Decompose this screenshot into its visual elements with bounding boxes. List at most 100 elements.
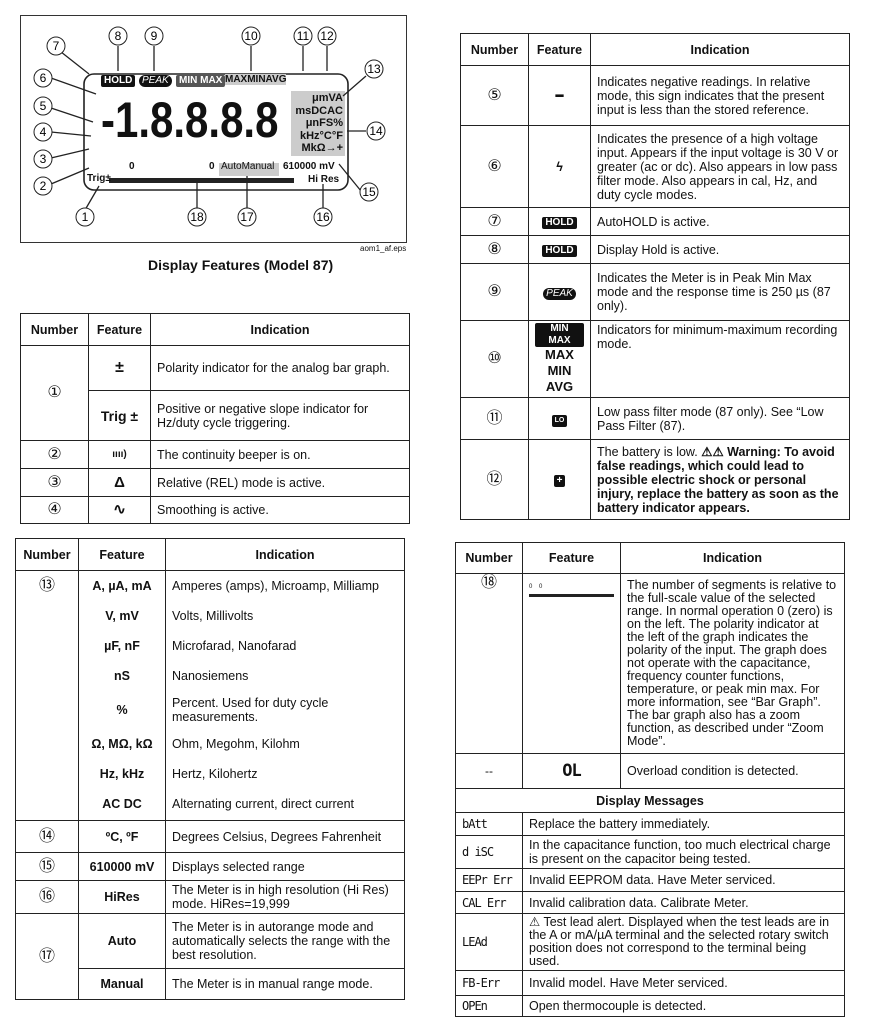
header-feature: Feature (78, 538, 166, 571)
table-row: ⑥ ϟ Indicates the presence of a high volta… (460, 125, 850, 208)
row-feature: % (78, 690, 166, 729)
lcd-hold: HOLD (101, 75, 136, 87)
table-row: µF, nF Microfarad, Nanofarad (16, 630, 405, 661)
table-row: Ω, MΩ, kΩ Ohm, Megohm, Kilohm (16, 728, 405, 759)
hold-icon: HOLD (542, 245, 577, 257)
minmax-icon: MIN MAX (535, 323, 584, 347)
row-indication: The continuity beeper is on. (150, 440, 410, 469)
message-row: EEPr Err Invalid EEPROM data. Have Meter … (455, 868, 845, 892)
table-row: AC DC Alternating current, direct current (16, 788, 405, 821)
row-feature: A, µA, mA (78, 570, 166, 601)
table-row: ⑮ 610000 mV Displays selected range (15, 852, 405, 881)
table-row: ③ Δ Relative (REL) mode is active. (20, 468, 410, 497)
table-row: ⑯ HiRes The Meter is in high resolution (H… (15, 880, 405, 914)
row-indication: Relative (REL) mode is active. (150, 468, 410, 497)
row-indication: The battery is low. (597, 444, 698, 459)
row-indication: Smoothing is active. (150, 496, 410, 524)
row-indication: Percent. Used for duty cycle measurement… (165, 690, 405, 729)
lcd-maxminavg: MAXMINAVG (225, 74, 287, 85)
row-feature: Ω, MΩ, kΩ (78, 728, 166, 759)
message-text: Invalid model. Have Meter serviced. (522, 970, 845, 996)
high-voltage-icon: ϟ (528, 125, 591, 208)
callout-11: 11 (297, 29, 310, 43)
lcd-zero-left: 0 (129, 161, 135, 172)
table-row: ⑩ MIN MAX MAX MIN AVG Indicators for minimum-… (460, 320, 850, 398)
row-feature: 610000 mV (78, 852, 166, 881)
row-number: ① (20, 345, 89, 441)
row-indication: Degrees Celsius, Degrees Fahrenheit (165, 820, 405, 853)
row-indication: Indicators for minimum-maximum recording… (590, 320, 850, 398)
message-code: FB-Err (455, 970, 523, 996)
row-indication: Volts, Millivolts (165, 600, 405, 631)
callout-16: 16 (316, 210, 330, 224)
header-number: Number (15, 538, 79, 571)
row-indication: Ohm, Megohm, Kilohm (165, 728, 405, 759)
row-feature: V, mV (78, 600, 166, 631)
row-feature: AC DC (78, 788, 166, 821)
row-feature: Trig ± (88, 390, 151, 441)
row-number: ⑰ (15, 913, 79, 1000)
message-text: Replace the battery immediately. (522, 812, 845, 836)
row-indication: Polarity indicator for the analog bar gr… (150, 345, 410, 391)
header-number: Number (460, 33, 529, 66)
display-diagram: 1 2 3 4 5 6 7 8 9 10 11 12 13 14 15 16 1… (20, 15, 407, 243)
header-indication: Indication (165, 538, 405, 571)
callout-2: 2 (40, 179, 47, 193)
display-messages-title: Display Messages (455, 788, 845, 813)
delta-icon: Δ (88, 468, 151, 497)
table-row: ② ıııı) The continuity beeper is on. (20, 440, 410, 469)
row-indication: Display Hold is active. (590, 235, 850, 264)
row-indication: Displays selected range (165, 852, 405, 881)
bar-graph-scale: 0 0 (529, 584, 543, 590)
row-feature: HiRes (78, 880, 166, 914)
message-row: CAL Err Invalid calibration data. Calibra… (455, 891, 845, 914)
lcd-units: μmVA msDCAC μnFS% kHz°C°F MkΩ→+ (293, 92, 343, 155)
table-row: V, mV Volts, Millivolts (16, 600, 405, 631)
lcd-minmax: MIN MAX (176, 75, 226, 87)
table-d: Number Feature Indication ⑱ 0 0 The number o… (455, 542, 845, 1017)
low-pass-icon: LO (551, 414, 568, 427)
smoothing-icon: ∿ (88, 496, 151, 524)
row-number: ② (20, 440, 89, 469)
table-c: Number Feature Indication ⑤ ━ Indicates nega… (460, 33, 850, 520)
table-row: ⑰ Auto The Meter is in autorange mode and … (15, 913, 405, 1000)
header-feature: Feature (88, 313, 151, 346)
row-indication: Low pass filter mode (87 only). See “Low… (590, 397, 850, 440)
callout-10: 10 (244, 29, 258, 43)
message-row: bAtt Replace the battery immediately. (455, 812, 845, 836)
row-number: ⑭ (15, 820, 79, 853)
callout-7: 7 (53, 39, 60, 53)
row-indication: Overload condition is detected. (620, 753, 845, 789)
diagram-caption: Display Features (Model 87) (148, 257, 334, 273)
callout-1: 1 (82, 210, 89, 224)
message-text: Invalid EEPROM data. Have Meter serviced… (522, 868, 845, 892)
unit-line: μmVA (312, 92, 343, 104)
overload-icon: OL (522, 753, 621, 789)
table-row: -- OL Overload condition is detected. (455, 753, 845, 789)
header-number: Number (20, 313, 89, 346)
bar-graph-icon: 0 0 (522, 573, 621, 754)
row-indication: Indicates the presence of a high voltage… (590, 125, 850, 208)
row-feature: µF, nF (78, 630, 166, 661)
unit-line: kHz°C°F (299, 129, 343, 142)
message-code: LEAd (455, 913, 523, 971)
row-indication: Microfarad, Nanofarad (165, 630, 405, 661)
row-indication: Indicates the Meter is in Peak Min Max m… (590, 263, 850, 321)
message-code: bAtt (455, 812, 523, 836)
row-feature: Auto (78, 913, 166, 969)
row-number: ⑩ (460, 320, 529, 398)
lcd-peak: PEAK (139, 75, 172, 87)
header-feature: Feature (528, 33, 591, 66)
table-row: Hz, kHz Hertz, Kilohertz (16, 758, 405, 789)
callout-13: 13 (367, 62, 381, 76)
callout-17: 17 (240, 210, 254, 224)
message-text: Invalid calibration data. Calibrate Mete… (522, 891, 845, 914)
callout-14: 14 (369, 124, 383, 138)
unit-line: msDCAC (295, 104, 343, 117)
header-indication: Indication (150, 313, 410, 346)
peak-icon: PEAK (543, 287, 576, 300)
table-row: ⑪ LO Low pass filter mode (87 only). See “… (460, 397, 850, 440)
row-number: ⑧ (460, 235, 529, 264)
unit-line: MkΩ→+ (301, 142, 343, 154)
row-number: ⑪ (460, 397, 529, 440)
